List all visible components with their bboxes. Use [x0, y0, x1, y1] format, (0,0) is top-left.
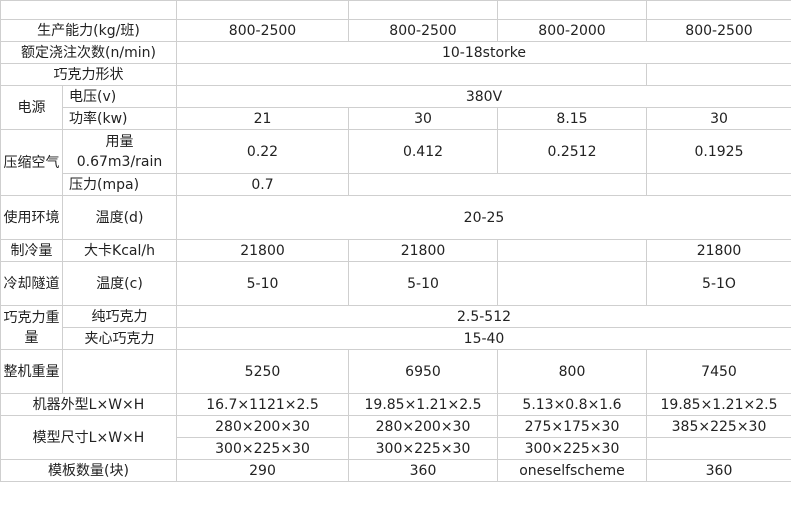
cell: 5-10 [348, 261, 498, 306]
row: 电源 电压(v) 380V [0, 85, 791, 130]
cell: 6950 [348, 349, 498, 394]
row: 机器外型L×W×H 16.7×1121×2.5 19.85×1.21×2.5 5.13… [0, 393, 791, 416]
cell: 0.1925 [646, 129, 791, 174]
cell [646, 437, 791, 460]
cell: 生产能力(kg/班) [0, 19, 177, 42]
cell: 使用环境 [0, 195, 63, 240]
cell: 800-2500 [348, 19, 498, 42]
cell: 21800 [348, 239, 498, 262]
cell: 5250 [176, 349, 349, 394]
cell: 0.2512 [497, 129, 647, 174]
cell: 10-18storke [176, 41, 791, 64]
cell: 15-40 [176, 327, 791, 350]
cell: 19.85×1.21×2.5 [348, 393, 498, 416]
cell: 800-2000 [497, 19, 647, 42]
cell: 290 [176, 459, 349, 482]
row: 生产能力(kg/班) 800-2500 800-2500 800-2000 800-25… [0, 19, 791, 42]
row: 夹心巧克力 15-40 [1, 327, 791, 350]
row: 巧克力形状 [0, 63, 791, 86]
row: 压缩空气 用量 0.67m3/rain 0.22 0.412 0.2512 0.1925 [0, 129, 791, 196]
cell: 0.7 [176, 173, 349, 196]
cell [497, 0, 647, 20]
cell [646, 173, 791, 196]
cell: 21 [176, 107, 349, 130]
cell: 冷却隧道 [0, 261, 63, 306]
cell [348, 173, 647, 196]
cell: 5.13×0.8×1.6 [497, 393, 647, 416]
cell [646, 63, 791, 86]
cell [348, 0, 498, 20]
row: 模板数量(块) 290 360 oneselfscheme 360 [0, 459, 791, 482]
cell: 0.412 [348, 129, 498, 174]
cell: 电源 [0, 85, 63, 130]
cell [176, 0, 349, 20]
row: 冷却隧道 温度(c) 5-10 5-10 5-1O [0, 261, 791, 306]
row: 巧克力重量 纯巧克力 2.5-512 [0, 305, 791, 350]
spec-table: 生产能力(kg/班) 800-2500 800-2500 800-2000 800-25… [0, 0, 791, 482]
row: 制冷量 大卡Kcal/h 21800 21800 21800 [0, 239, 791, 262]
cell: 压力(mpa) [62, 173, 177, 196]
cell: 21800 [176, 239, 349, 262]
cell: 纯巧克力 [62, 305, 177, 328]
cell [0, 0, 177, 20]
row: 使用环境 温度(d) 20-25 [0, 195, 791, 240]
cell: 30 [348, 107, 498, 130]
cell: 温度(c) [62, 261, 177, 306]
cell: 8.15 [497, 107, 647, 130]
cell: 整机重量 [0, 349, 63, 394]
row: 压力(mpa) 0.7 [1, 173, 791, 196]
cell: 用量 0.67m3/rain [62, 129, 177, 174]
cell: 5-1O [646, 261, 791, 306]
cell: 16.7×1121×2.5 [176, 393, 349, 416]
cell: 机器外型L×W×H [0, 393, 177, 416]
cell: 大卡Kcal/h [62, 239, 177, 262]
cell: oneselfscheme [497, 459, 647, 482]
cell: 30 [646, 107, 791, 130]
cell: 280×200×30 [176, 415, 349, 438]
cell [497, 261, 647, 306]
cell: 800 [497, 349, 647, 394]
cell: 巧克力形状 [0, 63, 177, 86]
cell: 300×225×30 [348, 437, 498, 460]
cell: 360 [348, 459, 498, 482]
cell: 模型尺寸L×W×H [0, 415, 177, 460]
row [0, 0, 791, 20]
cell: 温度(d) [62, 195, 177, 240]
cell: 0.22 [176, 129, 349, 174]
cell [646, 0, 791, 20]
cell: 7450 [646, 349, 791, 394]
cell: 800-2500 [176, 19, 349, 42]
cell: 模板数量(块) [0, 459, 177, 482]
cell: 360 [646, 459, 791, 482]
cell: 800-2500 [646, 19, 791, 42]
cell [62, 349, 177, 394]
cell: 5-10 [176, 261, 349, 306]
cell: 制冷量 [0, 239, 63, 262]
cell: 额定浇注次数(n/min) [0, 41, 177, 64]
cell: 功率(kw) [62, 107, 177, 130]
cell: 280×200×30 [348, 415, 498, 438]
cell [497, 239, 647, 262]
cell: 巧克力重量 [0, 305, 63, 350]
cell: 300×225×30 [176, 437, 349, 460]
row: 额定浇注次数(n/min) 10-18storke [0, 41, 791, 64]
cell: 20-25 [176, 195, 791, 240]
cell: 275×175×30 [497, 415, 647, 438]
cell: 300×225×30 [497, 437, 647, 460]
row: 功率(kw) 21 30 8.15 30 [1, 107, 791, 130]
cell [176, 63, 647, 86]
cell: 385×225×30 [646, 415, 791, 438]
cell: 夹心巧克力 [62, 327, 177, 350]
cell: 电压(v) [62, 85, 177, 108]
cell: 压缩空气 [0, 129, 63, 196]
cell: 21800 [646, 239, 791, 262]
row: 模型尺寸L×W×H 280×200×30 280×200×30 275×175×30 3… [0, 415, 791, 460]
cell: 19.85×1.21×2.5 [646, 393, 791, 416]
row: 整机重量 5250 6950 800 7450 [0, 349, 791, 394]
cell: 380V [176, 85, 791, 108]
cell: 2.5-512 [176, 305, 791, 328]
